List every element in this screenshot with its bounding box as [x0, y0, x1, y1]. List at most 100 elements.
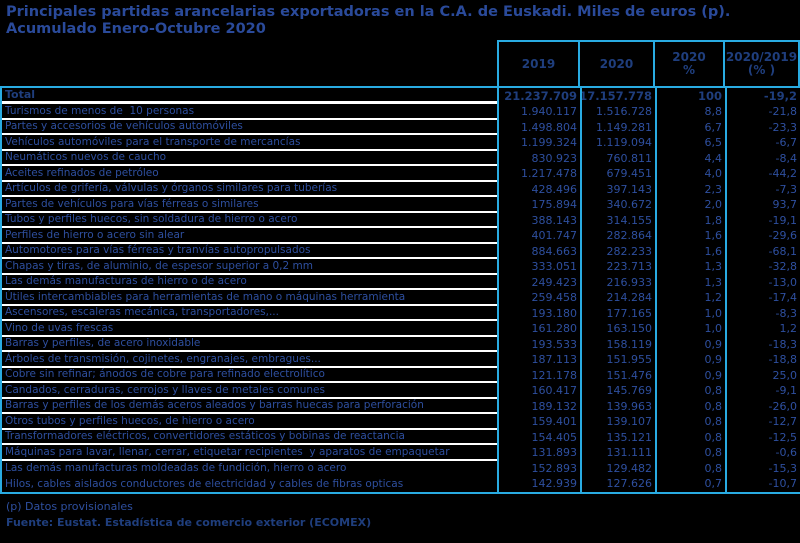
- col-header-2020-share-sub: %: [682, 63, 696, 77]
- value-2020: 1.119.094: [580, 135, 655, 151]
- value-2019: 884.663: [497, 243, 580, 259]
- value-share-2020: 4,4: [655, 150, 725, 166]
- value-2020: 17.157.778: [580, 88, 655, 104]
- value-2020: 223.713: [580, 259, 655, 275]
- table-row: Útiles intercambiables para herramientas…: [2, 290, 800, 306]
- row-label: Tubos y perfiles huecos, sin soldadura d…: [2, 213, 497, 228]
- value-share-2020: 1,8: [655, 212, 725, 228]
- table-row: Partes y accesorios de vehículos automóv…: [2, 119, 800, 135]
- value-2019: 388.143: [497, 212, 580, 228]
- row-label: Vino de uvas frescas: [2, 321, 497, 337]
- value-change-2020-2019: 25,0: [725, 367, 800, 383]
- value-2019: 259.458: [497, 290, 580, 306]
- value-change-2020-2019: -18,3: [725, 336, 800, 352]
- table-row: Artículos de grifería, válvulas y órgano…: [2, 181, 800, 197]
- col-header-2020: 2020: [580, 42, 653, 86]
- page-title-line2: Acumulado Enero-Octubre 2020: [6, 21, 266, 37]
- value-2020: 151.476: [580, 367, 655, 383]
- table-row: Turismos de menos de 10 personas 1.940.11…: [2, 104, 800, 120]
- value-share-2020: 1,3: [655, 259, 725, 275]
- table-row: Las demás manufacturas de hierro o de ac…: [2, 274, 800, 290]
- value-share-2020: 1,0: [655, 305, 725, 321]
- col-header-change-label: 2020/2019: [725, 50, 798, 64]
- value-share-2020: 2,3: [655, 181, 725, 197]
- value-2020: 1.516.728: [580, 104, 655, 120]
- row-label: Aceites refinados de petróleo: [2, 166, 497, 182]
- table-row: Ascensores, escaleras mecánica, transpor…: [2, 305, 800, 321]
- row-label: Total: [2, 88, 497, 104]
- value-share-2020: 1,3: [655, 274, 725, 290]
- value-2019: 161.280: [497, 321, 580, 337]
- value-share-2020: 0,8: [655, 398, 725, 414]
- table-row: Vehículos automóviles para el transporte…: [2, 135, 800, 151]
- value-change-2020-2019: -21,8: [725, 104, 800, 120]
- value-2019: 830.923: [497, 150, 580, 166]
- value-change-2020-2019: -18,8: [725, 352, 800, 368]
- row-label: Partes de vehículos para vías férreas o …: [2, 197, 497, 213]
- value-share-2020: 0,7: [655, 476, 725, 492]
- value-2020: 139.107: [580, 414, 655, 430]
- value-2019: 193.180: [497, 305, 580, 321]
- value-2020: 214.284: [580, 290, 655, 306]
- value-2019: 428.496: [497, 181, 580, 197]
- table-row: Barras y perfiles, de acero inoxidable 19…: [2, 336, 800, 352]
- value-2019: 121.178: [497, 367, 580, 383]
- value-change-2020-2019: -8,3: [725, 305, 800, 321]
- value-change-2020-2019: -32,8: [725, 259, 800, 275]
- value-share-2020: 4,0: [655, 166, 725, 182]
- value-2019: 154.405: [497, 429, 580, 445]
- value-change-2020-2019: -19,1: [725, 212, 800, 228]
- value-2020: 314.155: [580, 212, 655, 228]
- value-change-2020-2019: -29,6: [725, 228, 800, 244]
- row-label: Máquinas para lavar, llenar, cerrar, eti…: [2, 445, 497, 461]
- value-change-2020-2019: -15,3: [725, 460, 800, 476]
- col-header-2019: 2019: [499, 42, 578, 86]
- table-row: Neumáticos nuevos de caucho 830.923 760.81…: [2, 150, 800, 166]
- value-change-2020-2019: 93,7: [725, 197, 800, 213]
- source-line: Fuente: Eustat. Estadística de comercio …: [6, 516, 372, 529]
- row-label: Automotores para vías férreas y tranvías…: [2, 244, 497, 259]
- value-2019: 193.533: [497, 336, 580, 352]
- row-label: Turismos de menos de 10 personas: [2, 104, 497, 120]
- row-label: Otros tubos y perfiles huecos, de hierro…: [2, 414, 497, 430]
- value-2020: 135.121: [580, 429, 655, 445]
- table-row: Vino de uvas frescas 161.280 163.150 1,0 1,2: [2, 321, 800, 337]
- table-row: Candados, cerraduras, cerrojos y llaves …: [2, 383, 800, 399]
- value-share-2020: 1,0: [655, 321, 725, 337]
- value-2020: 679.451: [580, 166, 655, 182]
- value-2020: 163.150: [580, 321, 655, 337]
- value-share-2020: 0,8: [655, 414, 725, 430]
- value-2019: 1.498.804: [497, 119, 580, 135]
- row-label: Árboles de transmisión, cojinetes, engra…: [2, 352, 497, 368]
- table-row: Aceites refinados de petróleo 1.217.478 67…: [2, 166, 800, 182]
- value-2020: 340.672: [580, 197, 655, 213]
- value-change-2020-2019: -12,5: [725, 429, 800, 445]
- row-label: Hilos, cables aislados conductores de el…: [5, 477, 404, 490]
- row-label: Candados, cerraduras, cerrojos y llaves …: [2, 383, 497, 399]
- table-row: Barras y perfiles de los demás aceros al…: [2, 398, 800, 414]
- page-title-line1: Principales partidas arancelarias export…: [6, 4, 731, 20]
- col-header-change: 2020/2019 (% ): [725, 42, 798, 86]
- value-share-2020: 1,2: [655, 290, 725, 306]
- value-2019: 160.417: [497, 383, 580, 399]
- value-change-2020-2019: -7,3: [725, 181, 800, 197]
- table-row: Partes de vehículos para vías férreas o …: [2, 197, 800, 213]
- value-share-2020: 0,8: [655, 429, 725, 445]
- value-2019: 401.747: [497, 228, 580, 244]
- value-share-2020: 0,8: [655, 460, 725, 476]
- value-share-2020: 2,0: [655, 197, 725, 213]
- value-2020: 282.864: [580, 228, 655, 244]
- value-2019: 21.237.709: [497, 88, 580, 104]
- value-share-2020: 0,9: [655, 336, 725, 352]
- row-label: Artículos de grifería, válvulas y órgano…: [2, 182, 497, 197]
- value-2019: 333.051: [497, 259, 580, 275]
- page-title: Principales partidas arancelarias export…: [6, 4, 730, 38]
- value-2020: 129.482: [580, 460, 655, 476]
- row-label: Neumáticos nuevos de caucho: [2, 151, 497, 166]
- row-label: Cobre sin refinar; ánodos de cobre para …: [2, 368, 497, 383]
- value-share-2020: 0,9: [655, 352, 725, 368]
- value-2020: 760.811: [580, 150, 655, 166]
- value-2019: 131.893: [497, 445, 580, 461]
- value-2019: 175.894: [497, 197, 580, 213]
- value-2020: 158.119: [580, 336, 655, 352]
